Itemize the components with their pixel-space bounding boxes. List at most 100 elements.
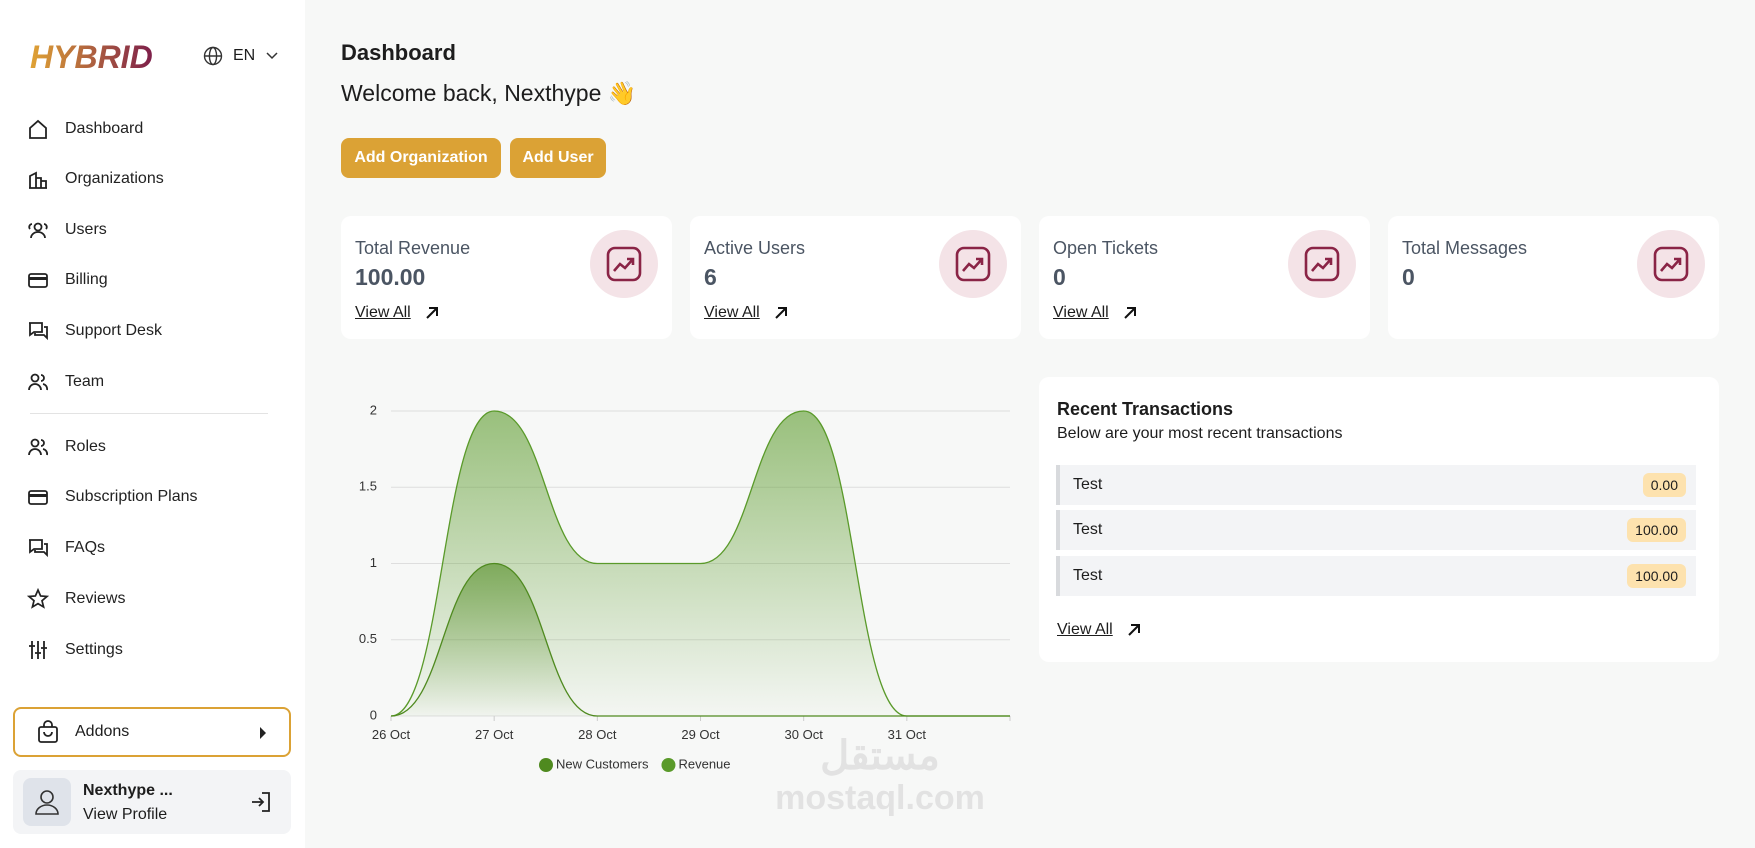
stat-value: 6 bbox=[704, 264, 717, 290]
page-title: Dashboard bbox=[341, 40, 456, 65]
nav-icon bbox=[29, 119, 47, 139]
stat-label: Total Revenue bbox=[355, 238, 471, 258]
legend-label: New Customers bbox=[556, 756, 649, 771]
nav-item[interactable]: Dashboard bbox=[27, 114, 143, 144]
x-tick-label: 31 Oct bbox=[888, 727, 927, 742]
nav-label: Support Desk bbox=[65, 322, 162, 339]
nav-item[interactable]: Support Desk bbox=[27, 316, 162, 346]
line bbox=[390, 562, 1010, 717]
nav-item[interactable]: Team bbox=[27, 367, 104, 397]
nav-icon bbox=[28, 222, 48, 239]
x-tick-label: 27 Oct bbox=[475, 727, 514, 742]
stat-label: Open Tickets bbox=[1053, 238, 1159, 258]
stat-icon bbox=[1288, 230, 1356, 298]
nav-icon bbox=[28, 373, 48, 391]
y-tick-label: 1.5 bbox=[359, 479, 377, 494]
addons-button[interactable]: Addons bbox=[13, 707, 291, 757]
stat-value: 0 bbox=[1402, 264, 1415, 290]
nav-label: Organizations bbox=[65, 170, 164, 187]
nav-label: Subscription Plans bbox=[65, 488, 198, 505]
transaction-name: Test bbox=[1073, 521, 1103, 538]
nav-icon bbox=[29, 539, 48, 558]
logout-icon[interactable] bbox=[249, 790, 273, 814]
nav-label: Reviews bbox=[65, 590, 126, 607]
nav-label: Roles bbox=[65, 438, 106, 455]
transactions-title: Recent Transactions bbox=[1057, 399, 1234, 419]
stat-card: Open Tickets 0 View All bbox=[1039, 216, 1370, 339]
chart: 0 0.5 1 1.5 2 26 Oct 27 Oct 28 Oct 29 Oct 30 Oct 3… bbox=[359, 402, 1011, 772]
language: EN bbox=[233, 47, 256, 64]
transaction-row: Test 100.00 bbox=[1056, 510, 1696, 550]
y-tick-label: 0.5 bbox=[359, 631, 377, 646]
view-all-label: View All bbox=[1053, 304, 1109, 321]
legend-marker bbox=[539, 758, 553, 772]
watermark-latin: mostaql.com bbox=[775, 779, 985, 817]
chevron bbox=[266, 52, 278, 60]
sidebar: HYBRID EN Dashboard Organizations Users Bil… bbox=[0, 0, 305, 848]
logo: HYBRID bbox=[30, 39, 153, 75]
legend-marker bbox=[661, 758, 676, 772]
stat-label: Total Messages bbox=[1402, 238, 1528, 258]
nav-label: Dashboard bbox=[65, 120, 144, 137]
transactions-view-all[interactable]: View All bbox=[1057, 621, 1141, 639]
profile-link[interactable]: View Profile bbox=[83, 806, 168, 823]
avatar bbox=[23, 778, 71, 826]
nav-item[interactable]: Subscription Plans bbox=[27, 482, 198, 512]
stat-icon bbox=[1637, 230, 1705, 298]
stat-card: Active Users 6 View All bbox=[690, 216, 1021, 339]
nav-label: Users bbox=[65, 221, 107, 238]
arrow-icon bbox=[426, 307, 438, 319]
nav-icon bbox=[28, 490, 48, 505]
line bbox=[390, 410, 1010, 717]
stat-view-all[interactable]: View All bbox=[1053, 304, 1137, 322]
area bbox=[391, 563, 1010, 716]
caret bbox=[260, 727, 266, 739]
arrow-icon bbox=[775, 307, 787, 319]
arrow-icon bbox=[1124, 307, 1136, 319]
view-all-label: View All bbox=[355, 304, 411, 321]
nav-icon bbox=[27, 588, 49, 609]
x-tick-label: 30 Oct bbox=[785, 727, 824, 742]
stat-view-all[interactable]: View All bbox=[704, 304, 788, 322]
nav-item[interactable]: Roles bbox=[27, 432, 106, 462]
transaction-amount: 100.00 bbox=[1627, 564, 1686, 588]
profile[interactable]: Nexthype ... View Profile bbox=[13, 770, 291, 834]
transactions-subtitle: Below are your most recent transactions bbox=[1057, 425, 1343, 442]
arrow-icon bbox=[1128, 624, 1140, 636]
nav-label: Settings bbox=[65, 641, 123, 658]
y-tick-label: 0 bbox=[370, 707, 377, 722]
transaction-amount: 100.00 bbox=[1627, 518, 1686, 542]
nav-item[interactable]: Reviews bbox=[27, 584, 125, 614]
add-user-button[interactable]: Add User bbox=[510, 138, 606, 178]
avatar-icon bbox=[35, 790, 59, 815]
stat-icon bbox=[590, 230, 658, 298]
nav-icon bbox=[28, 273, 48, 288]
view-all-label: View All bbox=[1057, 621, 1113, 638]
watermark-arabic: مستقل bbox=[820, 734, 940, 778]
transaction-row: Test 0.00 bbox=[1056, 465, 1696, 505]
stat-view-all[interactable]: View All bbox=[355, 304, 439, 322]
stat-value: 0 bbox=[1053, 264, 1066, 290]
nav-item[interactable]: Users bbox=[27, 215, 107, 245]
nav-item[interactable]: FAQs bbox=[27, 533, 105, 563]
transaction-row: Test 100.00 bbox=[1056, 556, 1696, 596]
transaction-name: Test bbox=[1073, 476, 1103, 493]
x-tick-label: 26 Oct bbox=[372, 727, 411, 742]
stat-value: 100.00 bbox=[355, 264, 426, 290]
language-selector[interactable]: EN bbox=[203, 46, 279, 66]
nav-item[interactable]: Settings bbox=[27, 635, 123, 665]
welcome: Welcome back, Nexthype 👋 bbox=[341, 80, 637, 106]
nav-item[interactable]: Billing bbox=[27, 265, 108, 295]
nav-icon bbox=[28, 438, 48, 456]
bag-icon bbox=[38, 720, 58, 743]
nav-item[interactable]: Organizations bbox=[27, 164, 164, 194]
add-organization-button[interactable]: Add Organization bbox=[341, 138, 501, 178]
nav-icon bbox=[29, 641, 47, 659]
profile-name: Nexthype ... bbox=[83, 782, 173, 799]
nav-label: Team bbox=[65, 373, 105, 390]
transaction-amount: 0.00 bbox=[1642, 473, 1686, 497]
y-tick-label: 1 bbox=[370, 555, 377, 570]
nav-label: Billing bbox=[65, 271, 108, 288]
x-tick-label: 28 Oct bbox=[578, 727, 617, 742]
